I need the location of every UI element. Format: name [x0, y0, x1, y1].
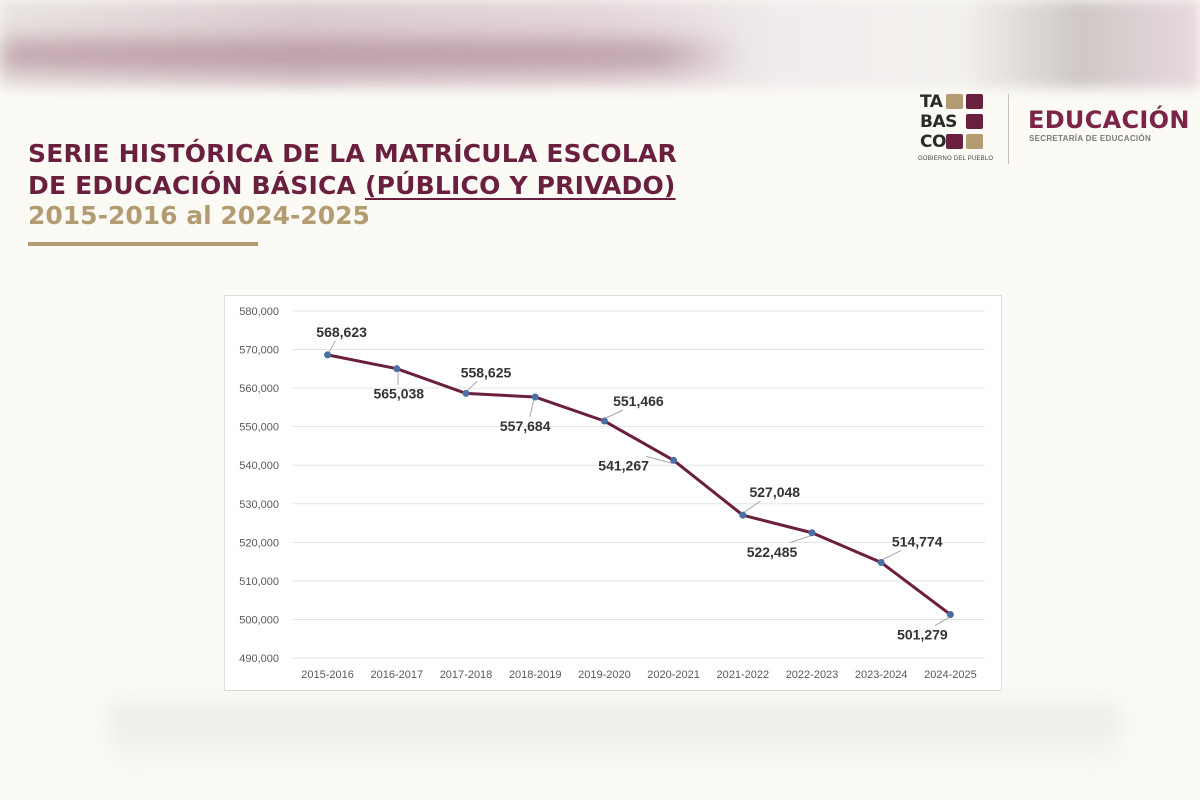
logo-divider — [1008, 94, 1009, 164]
chart-shadow — [110, 705, 1120, 775]
y-tick-label: 560,000 — [239, 383, 279, 395]
x-tick-label: 2020-2021 — [647, 669, 700, 681]
title-line-2b: (PÚBLICO Y PRIVADO) — [365, 171, 676, 200]
data-point — [324, 351, 332, 359]
logo-row-1: TA — [920, 92, 943, 112]
title-line-2a: DE EDUCACIÓN BÁSICA — [28, 171, 365, 200]
series-line-group — [327, 353, 952, 616]
x-tick-label: 2022-2023 — [786, 669, 839, 681]
x-tick-label: 2016-2017 — [370, 669, 423, 681]
data-label: 551,466 — [613, 393, 664, 409]
y-tick-label: 500,000 — [239, 614, 279, 626]
x-tick-label: 2017-2018 — [440, 669, 493, 681]
leader-line — [529, 399, 535, 418]
y-axis-ticks: 490,000 500,000 510,000 520,000 530,000 540,0… — [239, 306, 279, 665]
logo-glyph-2 — [966, 94, 983, 109]
y-tick-label: 550,000 — [239, 422, 279, 434]
logo-caption: GOBIERNO DEL PUEBLO — [918, 156, 994, 162]
education-brand-subtitle: SECRETARÍA DE EDUCACIÓN — [1029, 134, 1152, 143]
y-tick-label: 520,000 — [239, 537, 279, 549]
data-point — [600, 417, 608, 425]
y-tick-label: 490,000 — [239, 653, 279, 665]
gridlines — [293, 310, 985, 659]
x-tick-label: 2015-2016 — [301, 669, 354, 681]
data-label: 558,625 — [461, 364, 512, 380]
chart-card: 490,000 500,000 510,000 520,000 530,000 540,0… — [224, 295, 1002, 691]
slide-subtitle: 2015-2016 al 2024-2025 — [28, 201, 370, 230]
data-label: 568,623 — [316, 324, 367, 340]
x-tick-label: 2018-2019 — [509, 669, 562, 681]
logo-glyph-5 — [966, 134, 983, 149]
y-tick-label: 530,000 — [239, 499, 279, 511]
data-point — [946, 611, 954, 619]
x-axis-ticks: 2015-2016 2016-2017 2017-2018 2018-2019 2019… — [301, 669, 976, 681]
logo-glyph-4 — [946, 134, 963, 149]
data-point — [808, 529, 816, 537]
logo-glyph-3 — [966, 114, 983, 129]
x-tick-label: 2019-2020 — [578, 669, 631, 681]
data-point — [877, 558, 885, 566]
line-chart: 490,000 500,000 510,000 520,000 530,000 540,0… — [239, 306, 985, 681]
tabasco-logo: TA BAS CO GOBIERNO DEL PUEBLO — [918, 90, 998, 170]
data-label: 541,267 — [598, 457, 649, 473]
data-point — [739, 511, 747, 519]
logo-row-3: CO — [920, 132, 946, 152]
leader-line — [882, 550, 902, 560]
slide-title: SERIE HISTÓRICA DE LA MATRÍCULA ESCOLAR … — [28, 138, 677, 202]
title-line-1: SERIE HISTÓRICA DE LA MATRÍCULA ESCOLAR — [28, 139, 677, 168]
data-label: 557,684 — [500, 418, 551, 434]
header-logos: TA BAS CO GOBIERNO DEL PUEBLO EDUCACIÓN … — [918, 90, 1198, 170]
leader-line — [467, 381, 478, 391]
leader-line — [934, 617, 950, 626]
data-point — [462, 389, 470, 397]
data-label: 527,048 — [749, 484, 800, 500]
title-underline-rule — [28, 242, 258, 246]
markers — [324, 351, 954, 619]
x-tick-label: 2024-2025 — [924, 669, 977, 681]
y-tick-label: 580,000 — [239, 306, 279, 318]
logo-glyph-1 — [946, 94, 963, 109]
leader-line — [645, 455, 673, 464]
leader-line — [789, 535, 811, 544]
leader-line — [744, 500, 761, 513]
logo-row-2: BAS — [920, 112, 957, 132]
data-labels: 568,623 565,038 558,625 557,684 551,466 541,2… — [316, 324, 948, 643]
leader-line — [328, 340, 336, 353]
blurred-top-banner — [0, 0, 1200, 88]
data-label: 501,279 — [897, 627, 948, 643]
data-label: 565,038 — [373, 386, 424, 402]
x-tick-label: 2023-2024 — [855, 669, 908, 681]
education-brand: EDUCACIÓN — [1028, 106, 1190, 134]
y-tick-label: 510,000 — [239, 576, 279, 588]
x-tick-label: 2021-2022 — [716, 669, 769, 681]
data-label: 514,774 — [892, 533, 943, 549]
y-tick-label: 540,000 — [239, 460, 279, 472]
series-line — [327, 353, 952, 616]
data-point — [670, 456, 678, 464]
data-label: 522,485 — [747, 544, 798, 560]
data-point — [393, 365, 401, 373]
y-tick-label: 570,000 — [239, 345, 279, 357]
data-point — [531, 393, 539, 401]
leader-lines — [328, 340, 950, 626]
leader-line — [605, 409, 624, 419]
